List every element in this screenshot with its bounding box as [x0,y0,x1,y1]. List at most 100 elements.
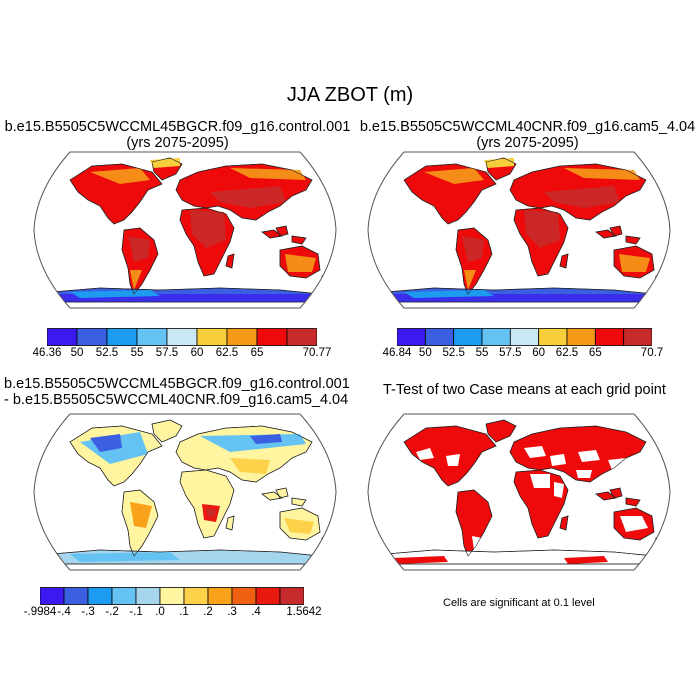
colorbar-control-labels: 46.36 50 52.5 55 57.5 60 62.5 65 70.77 [33,347,332,363]
colorbar-swatch [196,328,228,346]
insignificant-region [530,474,550,488]
colorbar-tick-label: -.3 [81,606,95,618]
panel-control-title: b.e15.B5505C5WCCML45BGCR.f09_g16.control… [0,119,355,151]
coastline [613,245,655,279]
field-region [190,210,226,248]
panel-cam5-title: b.e15.B5505C5WCCML40CNR.f09_g16.cam5_4.0… [340,119,700,151]
colorbar-tick-label: 57.5 [155,347,179,359]
field-region [230,168,306,180]
colorbar-tick-label: .4 [251,606,261,618]
coastline [381,549,657,565]
colorbar-cam5 [397,328,652,346]
colorbar-swatch [286,328,317,346]
coastline [609,225,623,237]
coastline [509,425,647,483]
colorbar-swatch [397,328,426,346]
coastline [121,489,159,557]
coastline [121,227,159,295]
colorbar-tick-label: 57.5 [499,347,522,359]
panel-cam5-title-line2: (yrs 2075-2095) [476,135,579,151]
field-region [206,508,216,516]
coastline [625,497,641,507]
coastline [279,507,321,541]
colorbar-swatch [256,328,288,346]
colorbar-swatch [594,328,625,346]
field-region [544,186,620,208]
coastline [275,225,289,237]
colorbar-swatch [40,587,65,605]
colorbar-swatch [111,587,137,605]
coastline [69,425,163,487]
coastline [559,253,569,269]
colorbar-tick-label: -.1 [129,606,143,618]
colorbar-swatch [47,328,78,346]
colorbar-tick-label: .2 [203,606,213,618]
colorbar-tick-label: 65 [588,347,602,359]
colorbar-control [47,328,317,346]
colorbar-tick-label: 60 [190,347,204,359]
map-difference [33,413,337,571]
figure-title: JJA ZBOT (m) [286,84,414,106]
coastline [47,549,323,565]
field-region [284,518,314,534]
colorbar-swatch [76,328,108,346]
colorbar-tick-label: .0 [155,606,165,618]
significant-region [394,556,448,564]
colorbar-swatch [509,328,540,346]
colorbar-tick-label: 62.5 [215,347,239,359]
colorbar-difference [40,587,304,605]
field-region [285,254,316,272]
field-region [90,168,150,184]
coastline [403,425,497,487]
ttest-footnote: Cells are significant at 0.1 level [443,597,595,609]
colorbar-tick-label: 46.36 [32,347,62,359]
colorbar-swatch [566,328,596,346]
field-region [424,168,484,184]
coastline [559,515,569,531]
colorbar-tick-label: 50 [70,347,84,359]
coastline [261,229,283,239]
colorbar-tick-label: 52.5 [95,347,119,359]
panel-cam5-title-line1: b.e15.B5505C5WCCML40CNR.f09_g16.cam5_4.0… [359,119,696,135]
colorbar-tick-label: 62.5 [555,347,579,359]
colorbar-swatch [159,587,185,605]
insignificant-region [608,458,626,470]
coastline [485,157,517,181]
colorbar-swatch [63,587,89,605]
field-region [70,290,160,298]
field-region [619,254,650,272]
colorbar-difference-labels: -.9984 -.4 -.3 -.2 -.1 .0 .1 .2 .3 .4 1.5642 [24,606,322,622]
map-ttest [367,413,671,571]
coastline [513,469,569,539]
coastline [225,515,235,531]
coastline [225,253,235,269]
coastline [595,229,617,239]
colorbar-tick-label: -.9984 [23,606,57,618]
colorbar-swatch [623,328,652,346]
coastline [69,163,163,225]
colorbar-swatch [481,328,511,346]
map-frame [367,413,671,571]
coastline [261,491,283,501]
coastline [609,487,623,499]
coastline [595,491,617,501]
coastline [275,487,289,499]
colorbar-tick-label: 70.7 [640,347,664,359]
colorbar-swatch [183,587,209,605]
field-region [130,502,152,528]
coastline [485,419,517,443]
colorbar-swatch [279,587,304,605]
colorbar-tick-label: 70.77 [302,347,332,359]
map-frame [33,413,337,571]
colorbar-cam5-labels: 46.84 50 52.5 55 57.5 60 62.5 65 70.7 [383,347,664,363]
coastline [179,207,235,277]
colorbar-tick-label: 65 [250,347,264,359]
panel-difference-title: b.e15.B5505C5WCCML45BGCR.f09_g16.control… [4,376,350,408]
panel-difference-title-line1: b.e15.B5505C5WCCML45BGCR.f09_g16.control… [4,376,350,392]
colorbar-swatch [106,328,138,346]
panel-control-title-line2: (yrs 2075-2095) [126,135,229,151]
coastline [151,157,183,181]
field-region [210,186,286,208]
coastline [455,489,493,557]
colorbar-tick-label: 55 [130,347,144,359]
